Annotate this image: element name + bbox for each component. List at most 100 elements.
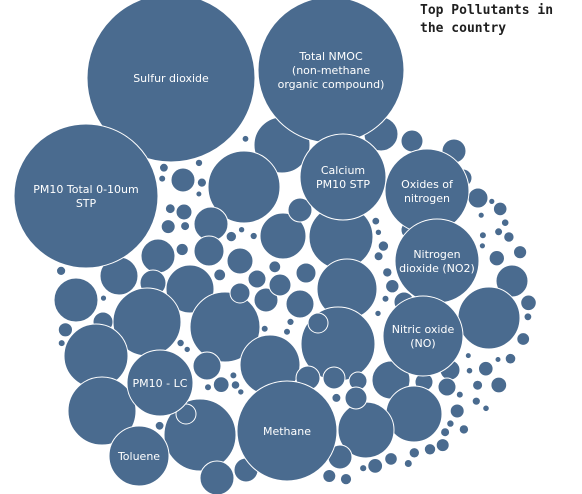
bubble-small-72[interactable]	[268, 260, 282, 274]
bubble-small-15[interactable]	[176, 338, 185, 348]
bubble-51[interactable]	[268, 273, 292, 297]
bubble-small-34[interactable]	[455, 390, 464, 399]
bubble-small-42[interactable]	[381, 294, 390, 303]
bubble-small-38[interactable]	[158, 174, 167, 183]
bubble-small-41[interactable]	[213, 268, 227, 282]
bubble-pm10-lc[interactable]	[126, 349, 194, 417]
bubble-52[interactable]	[307, 312, 329, 334]
bubble-41[interactable]	[199, 460, 235, 494]
bubble-nitrogen-dioxide-no2[interactable]	[394, 218, 480, 304]
bubble-small-71[interactable]	[384, 452, 398, 466]
bubble-small-25[interactable]	[56, 265, 67, 276]
bubble-small-39[interactable]	[516, 332, 531, 346]
bubble-toluene[interactable]	[108, 425, 170, 487]
bubble-small-28[interactable]	[283, 327, 291, 336]
bubble-18[interactable]	[53, 277, 99, 323]
bubble-small-65[interactable]	[194, 158, 204, 168]
bubble-small-13[interactable]	[449, 403, 465, 419]
bubble-40[interactable]	[344, 386, 368, 410]
bubble-32[interactable]	[437, 377, 457, 397]
bubble-24[interactable]	[457, 286, 521, 350]
bubble-small-47[interactable]	[230, 380, 241, 390]
bubble-53[interactable]	[287, 197, 313, 223]
bubble-small-37[interactable]	[435, 438, 450, 453]
bubble-small-55[interactable]	[180, 221, 191, 232]
bubble-small-30[interactable]	[339, 473, 353, 486]
bubble-small-59[interactable]	[237, 226, 246, 234]
bubble-sulfur-dioxide[interactable]	[86, 0, 256, 163]
bubble-small-22[interactable]	[490, 376, 508, 394]
bubble-small-54[interactable]	[196, 177, 207, 188]
bubble-small-32[interactable]	[504, 352, 517, 365]
bubble-small-18[interactable]	[57, 322, 74, 338]
bubble-small-53[interactable]	[175, 242, 189, 257]
bubble-small-19[interactable]	[482, 404, 490, 413]
bubble-small-61[interactable]	[204, 383, 212, 392]
bubble-small-23[interactable]	[382, 267, 393, 278]
bubble-small-51[interactable]	[458, 424, 470, 435]
bubble-small-26[interactable]	[331, 392, 342, 403]
bubble-small-5[interactable]	[160, 219, 176, 235]
bubble-14[interactable]	[193, 235, 225, 267]
bubble-small-66[interactable]	[488, 197, 496, 205]
bubble-7[interactable]	[467, 187, 489, 209]
bubble-9[interactable]	[259, 212, 307, 260]
bubble-small-8[interactable]	[57, 339, 66, 348]
bubble-small-0[interactable]	[286, 317, 295, 326]
bubble-small-12[interactable]	[99, 294, 108, 302]
bubble-22[interactable]	[189, 291, 261, 363]
bubble-small-68[interactable]	[359, 464, 368, 473]
bubble-36[interactable]	[385, 385, 443, 443]
bubble-small-74[interactable]	[183, 345, 191, 354]
bubble-small-17[interactable]	[492, 201, 508, 217]
bubble-small-43[interactable]	[322, 469, 337, 483]
bubble-46[interactable]	[285, 289, 315, 319]
bubble-small-69[interactable]	[465, 366, 474, 375]
bubble-37[interactable]	[67, 376, 137, 446]
bubble-small-3[interactable]	[477, 211, 485, 219]
bubble-small-2[interactable]	[503, 231, 515, 243]
bubble-15[interactable]	[226, 247, 254, 275]
bubble-12[interactable]	[140, 238, 176, 274]
bubble-5[interactable]	[170, 167, 196, 193]
bubble-small-31[interactable]	[472, 379, 484, 391]
bubble-small-35[interactable]	[440, 427, 451, 438]
bubble-small-63[interactable]	[478, 242, 486, 250]
bubble-small-20[interactable]	[195, 190, 203, 198]
bubble-small-4[interactable]	[446, 419, 455, 428]
bubble-34[interactable]	[322, 366, 346, 390]
bubble-small-57[interactable]	[494, 227, 504, 237]
bubble-small-7[interactable]	[408, 447, 420, 459]
bubble-28[interactable]	[192, 351, 222, 381]
bubble-small-6[interactable]	[423, 443, 437, 456]
bubble-small-46[interactable]	[154, 420, 165, 431]
bubble-small-9[interactable]	[367, 458, 384, 474]
bubble-11[interactable]	[175, 203, 193, 221]
bubble-small-50[interactable]	[159, 162, 169, 173]
bubble-small-16[interactable]	[513, 245, 528, 260]
bubble-small-27[interactable]	[212, 376, 230, 394]
bubble-small-21[interactable]	[494, 356, 502, 363]
bubble-48[interactable]	[229, 282, 251, 304]
bubble-nitric-oxide-no[interactable]	[382, 295, 464, 377]
bubble-47[interactable]	[253, 287, 279, 313]
bubble-small-44[interactable]	[500, 218, 510, 227]
bubble-small-52[interactable]	[249, 231, 258, 241]
bubble-small-1[interactable]	[371, 216, 381, 226]
bubble-small-29[interactable]	[260, 324, 269, 333]
bubble-pm10-total-0-10um-stp[interactable]	[13, 123, 159, 269]
bubble-49[interactable]	[295, 262, 317, 284]
bubble-small-10[interactable]	[478, 360, 494, 377]
bubble-small-48[interactable]	[523, 312, 533, 322]
bubble-small-14[interactable]	[164, 203, 176, 215]
bubble-50[interactable]	[247, 269, 267, 289]
bubble-small-70[interactable]	[225, 230, 238, 243]
bubble-small-33[interactable]	[374, 228, 383, 237]
bubble-methane[interactable]	[236, 380, 338, 482]
bubble-calcium-pm10-stp[interactable]	[299, 133, 387, 221]
bubble-2[interactable]	[400, 129, 424, 153]
bubble-4[interactable]	[207, 150, 281, 224]
bubble-small-36[interactable]	[520, 294, 537, 312]
bubble-small-49[interactable]	[229, 371, 238, 380]
bubble-small-40[interactable]	[237, 388, 245, 396]
